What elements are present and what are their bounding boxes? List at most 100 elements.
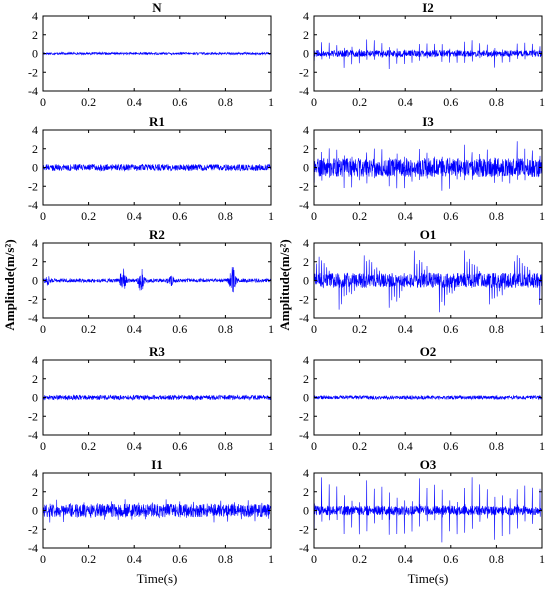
signal-line-O2 xyxy=(314,394,542,401)
x-tick-label: 0.8 xyxy=(489,552,504,566)
signal-line-R1 xyxy=(43,163,271,172)
y-tick-label: 2 xyxy=(32,28,38,42)
y-axis-label-right: Amplitude(m/s²) xyxy=(277,239,292,330)
x-tick-label: 1 xyxy=(268,322,274,336)
x-tick-label: 0.6 xyxy=(172,95,187,109)
x-tick-label: 1 xyxy=(268,209,274,223)
y-tick-label: 2 xyxy=(303,372,309,386)
subplot-title: N xyxy=(152,0,162,15)
x-tick-label: 0 xyxy=(311,552,317,566)
x-tick-label: 1 xyxy=(268,439,274,453)
y-tick-label: -4 xyxy=(299,541,309,555)
y-tick-label: -2 xyxy=(299,522,309,536)
y-tick-label: -4 xyxy=(28,84,38,98)
y-tick-label: 0 xyxy=(32,391,38,405)
y-tick-label: -2 xyxy=(28,179,38,193)
y-tick-label: -4 xyxy=(28,428,38,442)
y-tick-label: 4 xyxy=(32,123,38,137)
y-tick-label: -4 xyxy=(299,428,309,442)
x-tick-label: 0.6 xyxy=(443,439,458,453)
x-tick-label: 0.4 xyxy=(127,552,142,566)
x-tick-label: 0 xyxy=(311,95,317,109)
x-tick-label: 0.2 xyxy=(81,209,96,223)
x-tick-label: 0.2 xyxy=(81,439,96,453)
x-tick-label: 0.2 xyxy=(352,95,367,109)
subplot-I3: 420-2-40 0.2 0.4 0.6 0.8 1I3 xyxy=(299,114,545,223)
x-tick-label: 0.6 xyxy=(172,439,187,453)
subplot-title: O1 xyxy=(420,227,437,242)
x-tick-label: 0.4 xyxy=(127,95,142,109)
x-tick-label: 0.4 xyxy=(398,552,413,566)
x-tick-label: 0 xyxy=(40,439,46,453)
y-tick-label: 0 xyxy=(303,161,309,175)
signal-line-R3 xyxy=(43,394,271,401)
x-tick-label: 0.4 xyxy=(398,322,413,336)
x-tick-label: 0 xyxy=(311,322,317,336)
x-tick-label: 0.4 xyxy=(127,209,142,223)
x-tick-label: 1 xyxy=(539,209,545,223)
x-tick-label: 1 xyxy=(268,552,274,566)
y-tick-label: 0 xyxy=(303,274,309,288)
subplot-O1: 420-2-40 0.2 0.4 0.6 0.8 1O1 xyxy=(299,227,545,336)
x-tick-label: 0.2 xyxy=(352,552,367,566)
x-tick-label: 0 xyxy=(311,439,317,453)
subplot-title: O2 xyxy=(420,344,437,359)
x-tick-label: 0.8 xyxy=(218,322,233,336)
x-tick-label: 1 xyxy=(539,322,545,336)
signal-line-I3 xyxy=(314,141,542,191)
y-tick-label: -2 xyxy=(28,522,38,536)
subplot-I2: 420-2-40 0.2 0.4 0.6 0.8 1I2 xyxy=(299,0,545,109)
x-tick-label: 1 xyxy=(539,439,545,453)
y-tick-label: 2 xyxy=(303,485,309,499)
y-tick-label: 0 xyxy=(32,504,38,518)
x-tick-label: 0.2 xyxy=(81,95,96,109)
x-tick-label: 0.6 xyxy=(443,209,458,223)
subplot-title: O3 xyxy=(420,457,437,472)
y-tick-label: 4 xyxy=(32,353,38,367)
x-tick-label: 0.8 xyxy=(489,439,504,453)
subplot-title: R2 xyxy=(149,227,165,242)
signal-line-I1 xyxy=(43,499,271,523)
signal-line-O1 xyxy=(314,250,542,313)
x-tick-label: 0.2 xyxy=(352,439,367,453)
y-tick-label: 4 xyxy=(32,236,38,250)
y-tick-label: 2 xyxy=(32,485,38,499)
y-tick-label: 4 xyxy=(32,9,38,23)
y-tick-label: 4 xyxy=(303,123,309,137)
x-tick-label: 0.8 xyxy=(218,209,233,223)
x-tick-label: 0.4 xyxy=(398,95,413,109)
subplot-N: 420-2-40 0.2 0.4 0.6 0.8 1N xyxy=(28,0,274,109)
y-tick-label: -4 xyxy=(299,84,309,98)
y-tick-label: -2 xyxy=(28,65,38,79)
x-axis-label-right: Time(s) xyxy=(408,571,449,586)
y-tick-label: -2 xyxy=(299,65,309,79)
x-tick-label: 0 xyxy=(40,322,46,336)
signal-line-R2 xyxy=(43,266,271,293)
x-tick-label: 1 xyxy=(539,552,545,566)
subplot-title: R3 xyxy=(149,344,165,359)
x-tick-label: 0.4 xyxy=(127,322,142,336)
y-tick-label: 2 xyxy=(303,142,309,156)
x-tick-label: 0.6 xyxy=(443,95,458,109)
x-tick-label: 0.8 xyxy=(489,209,504,223)
y-tick-label: 2 xyxy=(32,372,38,386)
x-tick-label: 0.2 xyxy=(81,552,96,566)
y-tick-label: 4 xyxy=(303,236,309,250)
subplot-R1: 420-2-40 0.2 0.4 0.6 0.8 1R1 xyxy=(28,114,274,223)
y-tick-label: 0 xyxy=(303,391,309,405)
y-tick-label: -2 xyxy=(28,292,38,306)
subplot-O2: 420-2-40 0.2 0.4 0.6 0.8 1O2 xyxy=(299,344,545,453)
subplot-R3: 420-2-40 0.2 0.4 0.6 0.8 1R3 xyxy=(28,344,274,453)
x-tick-label: 0.2 xyxy=(352,209,367,223)
subplot-I1: 420-2-40 0.2 0.4 0.6 0.8 1I1 xyxy=(28,457,274,566)
x-tick-label: 1 xyxy=(539,95,545,109)
x-tick-label: 0.8 xyxy=(489,95,504,109)
x-tick-label: 0.8 xyxy=(218,95,233,109)
x-tick-label: 0.8 xyxy=(489,322,504,336)
y-tick-label: 4 xyxy=(303,466,309,480)
y-tick-label: 2 xyxy=(32,255,38,269)
y-tick-label: 0 xyxy=(32,47,38,61)
x-tick-label: 0.6 xyxy=(172,552,187,566)
